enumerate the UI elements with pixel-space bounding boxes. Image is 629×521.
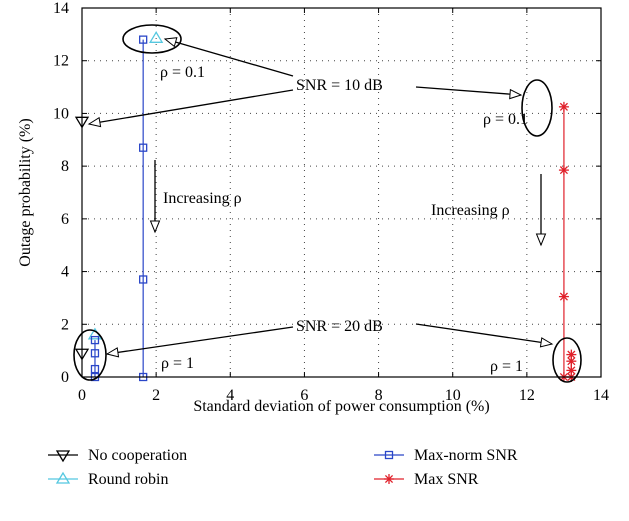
data-point-triangle-down [55, 450, 71, 463]
data-point-asterisk [558, 291, 569, 302]
asterisk-stroke [567, 357, 576, 366]
x-tick-label: 6 [300, 387, 308, 404]
annotation-rho-1-left: ρ = 1 [161, 355, 194, 372]
legend-item: No cooperation [48, 447, 187, 464]
y-tick-label: 8 [61, 158, 69, 175]
annotation-rho-1-right: ρ = 1 [490, 358, 523, 375]
data-point-square [90, 335, 100, 345]
arrow-line [106, 326, 294, 355]
legend-item: Round robin [48, 471, 168, 488]
ellipse-bottom-right [552, 337, 582, 383]
arrow-line [415, 323, 553, 345]
y-tick-label: 10 [53, 105, 69, 122]
y-tick-label: 4 [61, 264, 69, 281]
y-tick-label: 2 [61, 316, 69, 333]
x-axis-label: Standard deviation of power consumption … [193, 398, 489, 415]
legend-label: No cooperation [88, 447, 187, 464]
annotation-increasing-rho-left: Increasing ρ [163, 190, 242, 207]
annotation-arrows [87, 37, 554, 358]
x-tick-label: 12 [519, 387, 535, 404]
legend-label: Max-norm SNR [414, 447, 518, 464]
legend-item: Max-norm SNR [374, 447, 518, 464]
arrow-head [535, 233, 547, 247]
data-point-asterisk [558, 165, 569, 176]
annotation-rho-0-1-right: ρ = 0.1 [483, 111, 528, 128]
legend-label: Max SNR [414, 471, 479, 488]
data-point-asterisk [566, 349, 577, 360]
data-point-triangle-up [148, 31, 164, 43]
legend-item: Max SNR [374, 471, 479, 488]
data-point-square [90, 349, 100, 358]
y-axis-label: Outage probability (%) [17, 118, 34, 266]
data-point-asterisk [558, 101, 569, 112]
legend-label: Round robin [88, 471, 168, 488]
ellipse-top-right [521, 79, 553, 137]
y-tick-label: 12 [53, 53, 69, 70]
arrow-head [509, 88, 523, 100]
asterisk-stroke [384, 474, 394, 484]
plot-frame [81, 7, 602, 378]
arrow-line [88, 89, 294, 125]
arrow-line [415, 86, 522, 96]
data-point-square [139, 275, 148, 284]
annotations: SNR = 10 dB SNR = 20 dB ρ = 0.1 ρ = 0.1 … [73, 24, 582, 383]
data-point-square [139, 143, 148, 152]
data-point-triangle-up [55, 471, 71, 484]
arrow-head [539, 337, 554, 348]
y-tick-label: 14 [53, 0, 69, 17]
asterisk-stroke [567, 366, 576, 375]
x-tick-label: 10 [445, 387, 461, 404]
annotation-snr-20db: SNR = 20 dB [296, 318, 383, 335]
y-tick-label: 0 [61, 369, 69, 386]
arrow-head [105, 347, 120, 358]
ellipse-top-left [122, 24, 182, 54]
series-max-norm-snr [90, 35, 148, 382]
y-tick-label: 6 [61, 211, 69, 228]
arrow-line [164, 38, 294, 77]
asterisk-stroke [559, 102, 568, 111]
grid [82, 8, 601, 377]
x-tick-label: 2 [152, 387, 160, 404]
arrow-head [87, 116, 102, 128]
annotation-snr-10db: SNR = 10 dB [296, 77, 383, 94]
data-point-asterisk [566, 356, 577, 367]
axis-ticks: 0 2 4 6 8 10 12 14 0 2 4 6 8 10 12 14 [53, 0, 609, 404]
asterisk-stroke [567, 350, 576, 359]
data-point-square [384, 450, 394, 460]
annotation-rho-0-1-left: ρ = 0.1 [160, 64, 205, 81]
data-point-asterisk [384, 474, 394, 484]
legend: No cooperation Round robin Max-norm SNR Max… [48, 447, 518, 488]
arrow-head [163, 37, 178, 48]
annotation-increasing-rho-right: Increasing ρ [431, 202, 510, 219]
series-round-robin [87, 31, 164, 340]
arrow-head [149, 220, 161, 234]
x-tick-label: 4 [226, 387, 234, 404]
data-point-square [90, 364, 100, 374]
x-tick-label: 0 [78, 387, 86, 404]
x-tick-label: 8 [375, 387, 383, 404]
asterisk-stroke [559, 166, 568, 175]
ellipse-bottom-left [73, 329, 107, 381]
data-point-square [139, 35, 148, 44]
x-tick-label: 14 [593, 387, 609, 404]
asterisk-stroke [559, 292, 568, 301]
